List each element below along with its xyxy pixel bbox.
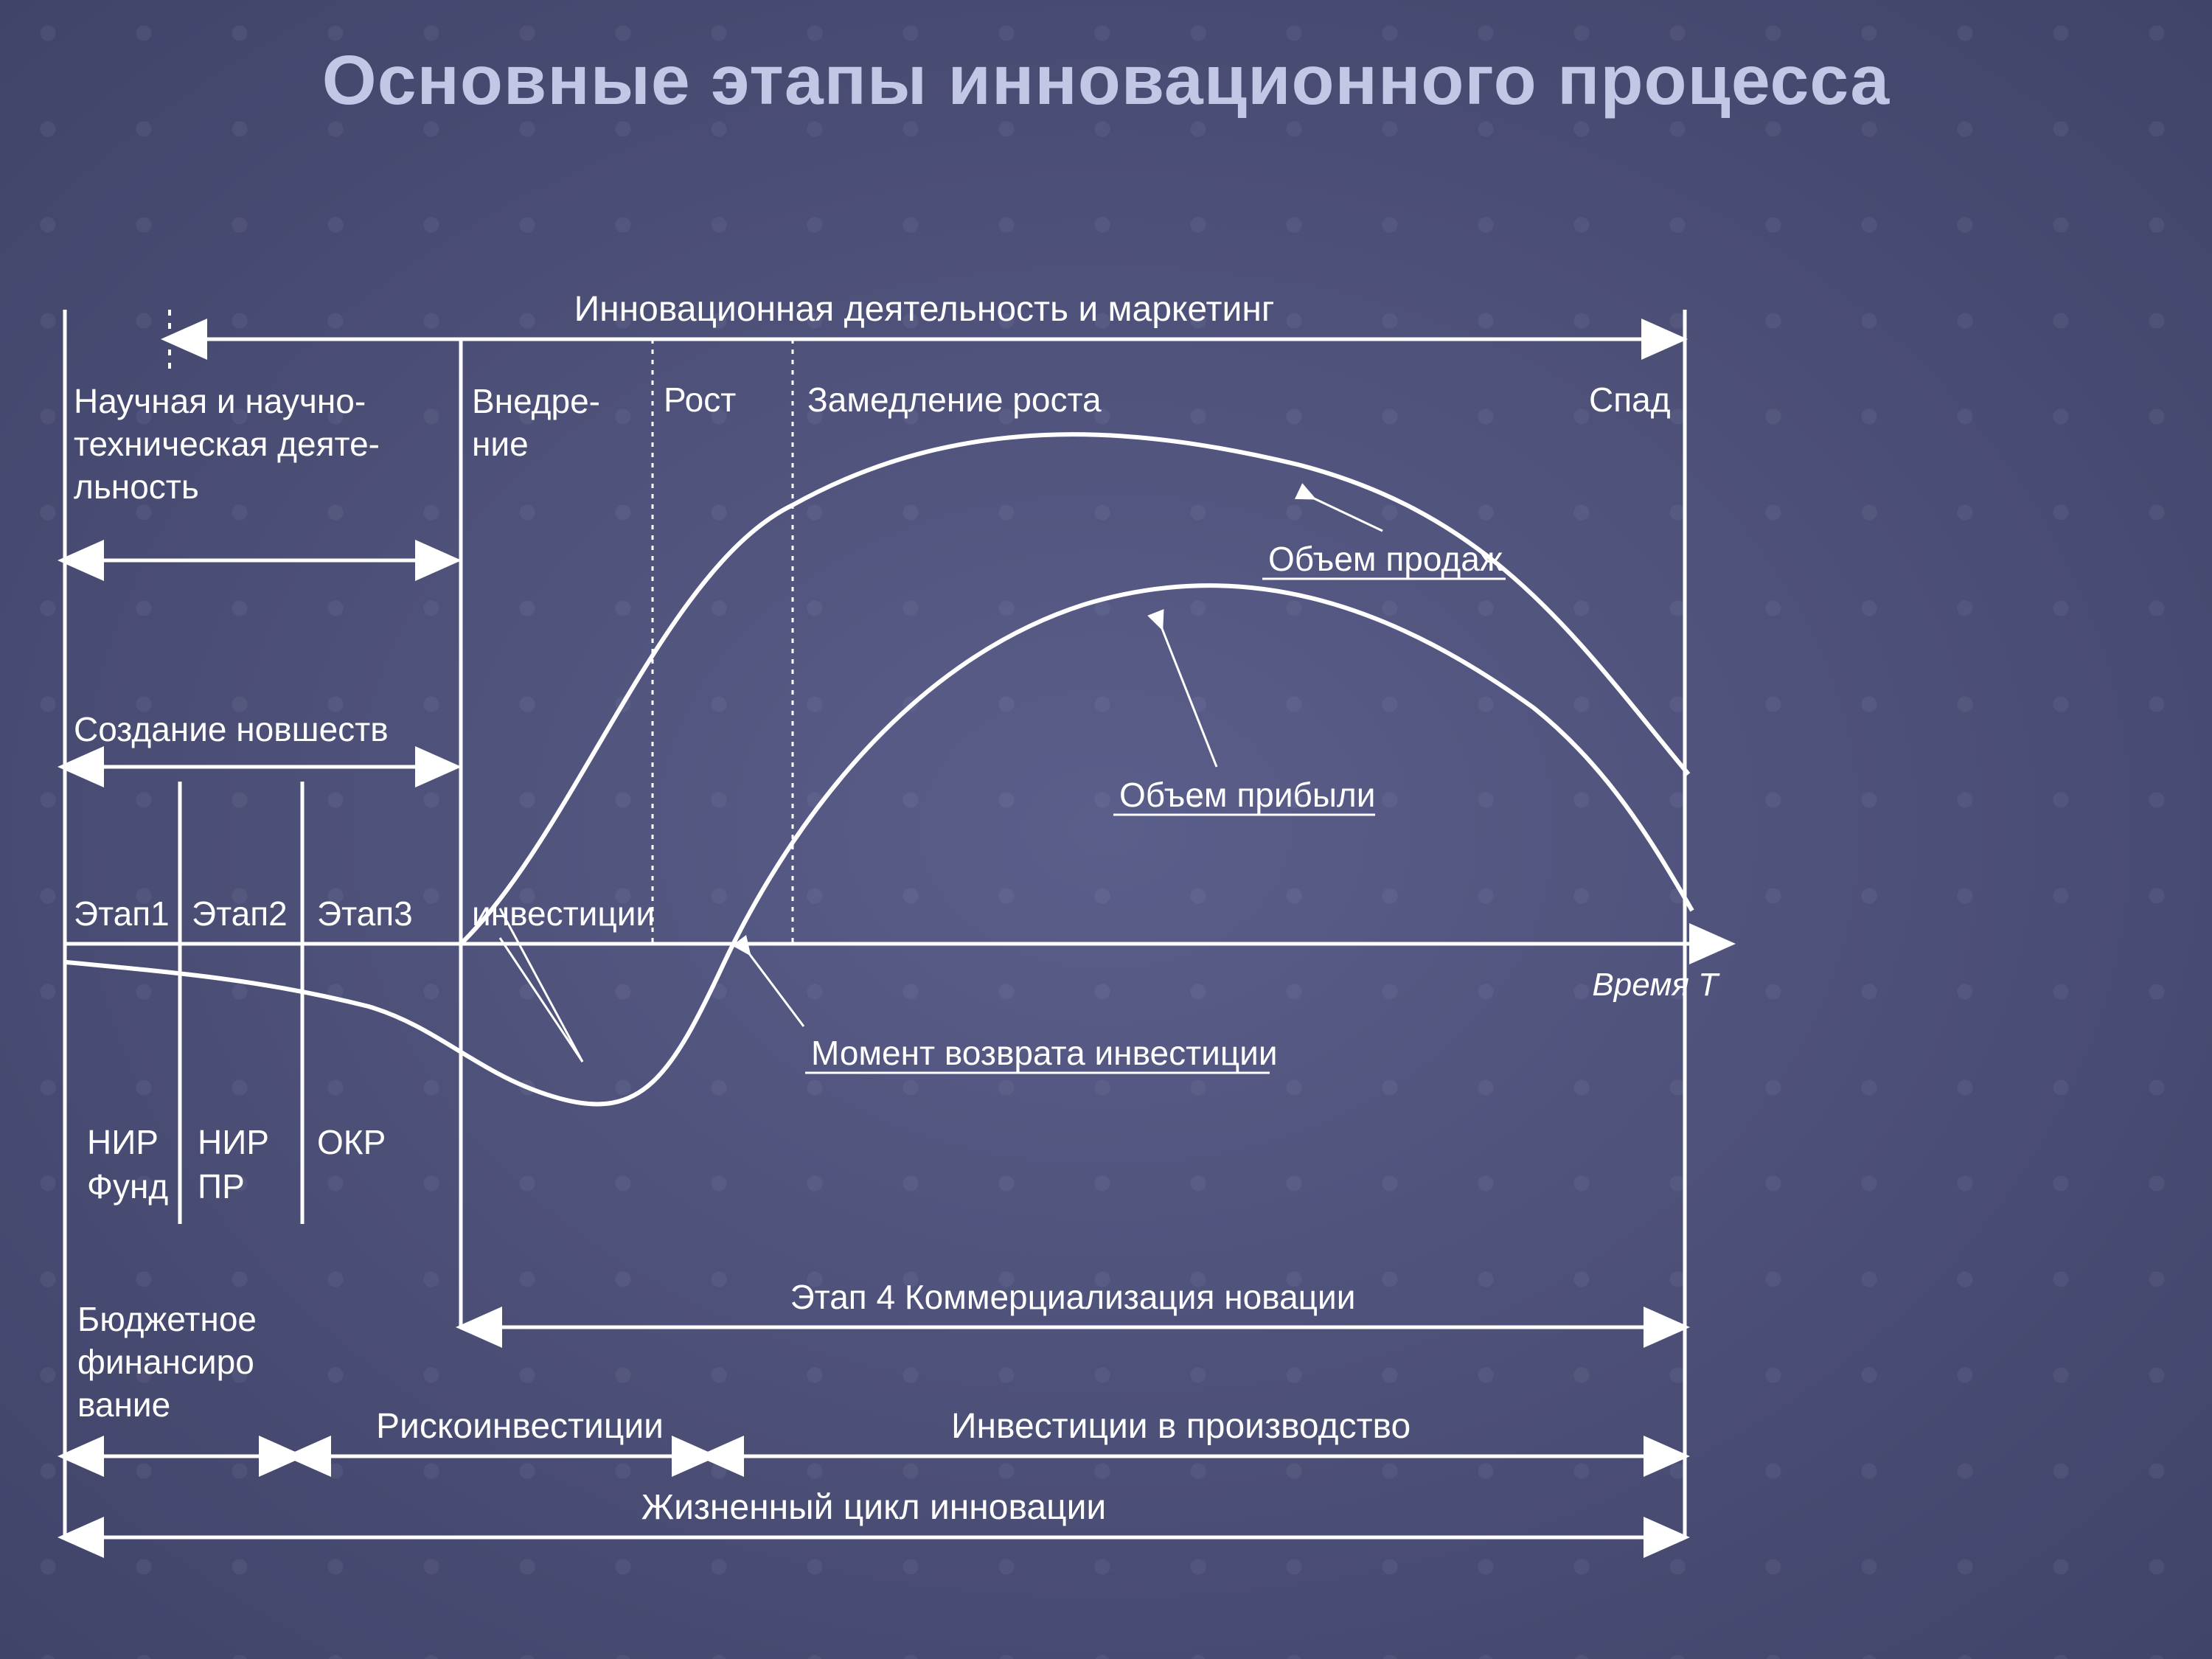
budget-label-2: финансиро — [77, 1343, 254, 1381]
profit-callout-line — [1161, 627, 1217, 767]
stage4-label: Этап 4 Коммерциализация новации — [790, 1278, 1356, 1316]
phase-growth-label: Рост — [664, 380, 736, 419]
profit-curve — [66, 585, 1692, 1104]
phase-intro-label: Внедре- — [472, 382, 600, 420]
nir-fund-1: НИР — [87, 1123, 159, 1161]
lifecycle-label: Жизненный цикл инновации — [641, 1488, 1107, 1527]
top-phase-label: Инновационная деятельность и маркетинг — [574, 290, 1275, 329]
innovation-lifecycle-diagram: Время Т Инновационная деятельность и мар… — [0, 0, 2212, 1659]
nir-fund-2: Фунд — [87, 1167, 168, 1206]
sales-label: Объем продаж — [1268, 540, 1503, 578]
phase-intro-label-2: ние — [472, 425, 529, 463]
return-callout-line — [748, 953, 804, 1026]
return-label: Момент возврата инвестиции — [811, 1034, 1278, 1072]
science-label-1: Научная и научно- — [74, 382, 366, 420]
stage2-label: Этап2 — [192, 894, 288, 933]
stage1-label: Этап1 — [74, 894, 170, 933]
nir-pr-2: ПР — [198, 1167, 245, 1206]
x-axis-label: Время Т — [1592, 967, 1720, 1003]
sales-callout-line — [1312, 498, 1382, 531]
novelty-label: Создание новшеств — [74, 710, 389, 748]
phase-slowdown-label: Замедление роста — [807, 380, 1102, 419]
risk-invest-label: Рискоинвестиции — [376, 1407, 664, 1446]
profit-label: Объем прибыли — [1119, 776, 1375, 814]
phase-decline-label: Спад — [1589, 380, 1671, 419]
budget-label-1: Бюджетное — [77, 1300, 257, 1338]
budget-label-3: вание — [77, 1385, 170, 1424]
stage3-label: Этап3 — [317, 894, 413, 933]
nir-pr-1: НИР — [198, 1123, 269, 1161]
production-invest-label: Инвестиции в производство — [951, 1407, 1411, 1446]
science-label-2: техническая деяте- — [74, 425, 380, 463]
okr-label: ОКР — [317, 1123, 386, 1161]
investment-pointer-1 — [500, 938, 582, 1062]
science-label-3: льность — [74, 467, 199, 506]
